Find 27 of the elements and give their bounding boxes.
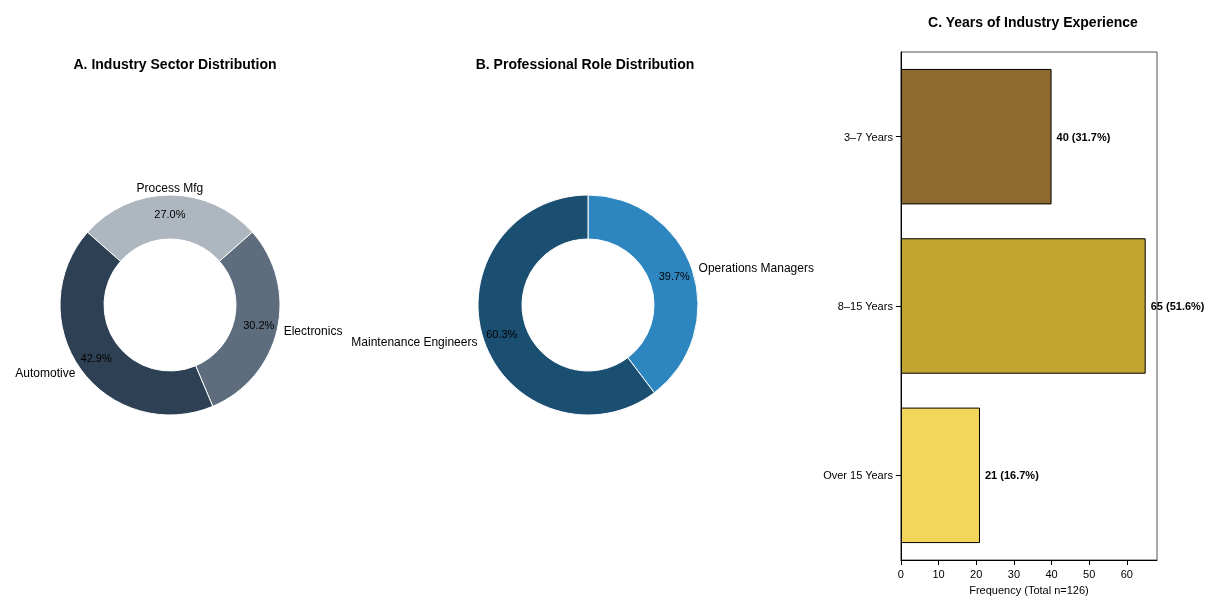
x-tick-label: 60 xyxy=(1120,567,1133,580)
data-label: 39.7% xyxy=(658,270,691,283)
data-label: 21 (16.7%) xyxy=(985,469,1040,482)
x-axis-title: Frequency (Total n=126) xyxy=(969,583,1089,596)
slice-label: Maintenance Engineers xyxy=(351,335,478,350)
data-label: 30.2% xyxy=(243,319,275,332)
x-tick-label: 10 xyxy=(932,567,945,580)
data-label: 65 (51.6%) xyxy=(1150,300,1205,312)
slice-label: Process Mfg xyxy=(136,181,204,196)
x-tick-label: 50 xyxy=(1083,567,1096,580)
chart-title: B. Professional Role Distribution xyxy=(475,56,695,72)
x-tick-label: 0 xyxy=(897,567,904,580)
data-label: 40 (31.7%) xyxy=(1056,130,1111,143)
y-tick-label: Over 15 Years xyxy=(823,469,894,482)
chart-title: A. Industry Sector Distribution xyxy=(73,56,277,72)
x-tick-label: 30 xyxy=(1007,567,1021,580)
slice-label: Operations Managers xyxy=(698,260,814,275)
x-tick-label: 40 xyxy=(1045,567,1058,580)
x-tick-label: 20 xyxy=(970,567,983,580)
data-label: 27.0% xyxy=(154,208,186,220)
slice-label: Electronics xyxy=(283,323,343,338)
data-label: 42.9% xyxy=(80,352,112,365)
y-tick-label: 3–7 Years xyxy=(843,130,894,143)
y-tick-label: 8–15 Years xyxy=(837,300,894,312)
slice-label: Automotive xyxy=(15,366,76,381)
data-label: 60.3% xyxy=(486,327,518,340)
chart-title: C. Years of Industry Experience xyxy=(928,14,1139,30)
